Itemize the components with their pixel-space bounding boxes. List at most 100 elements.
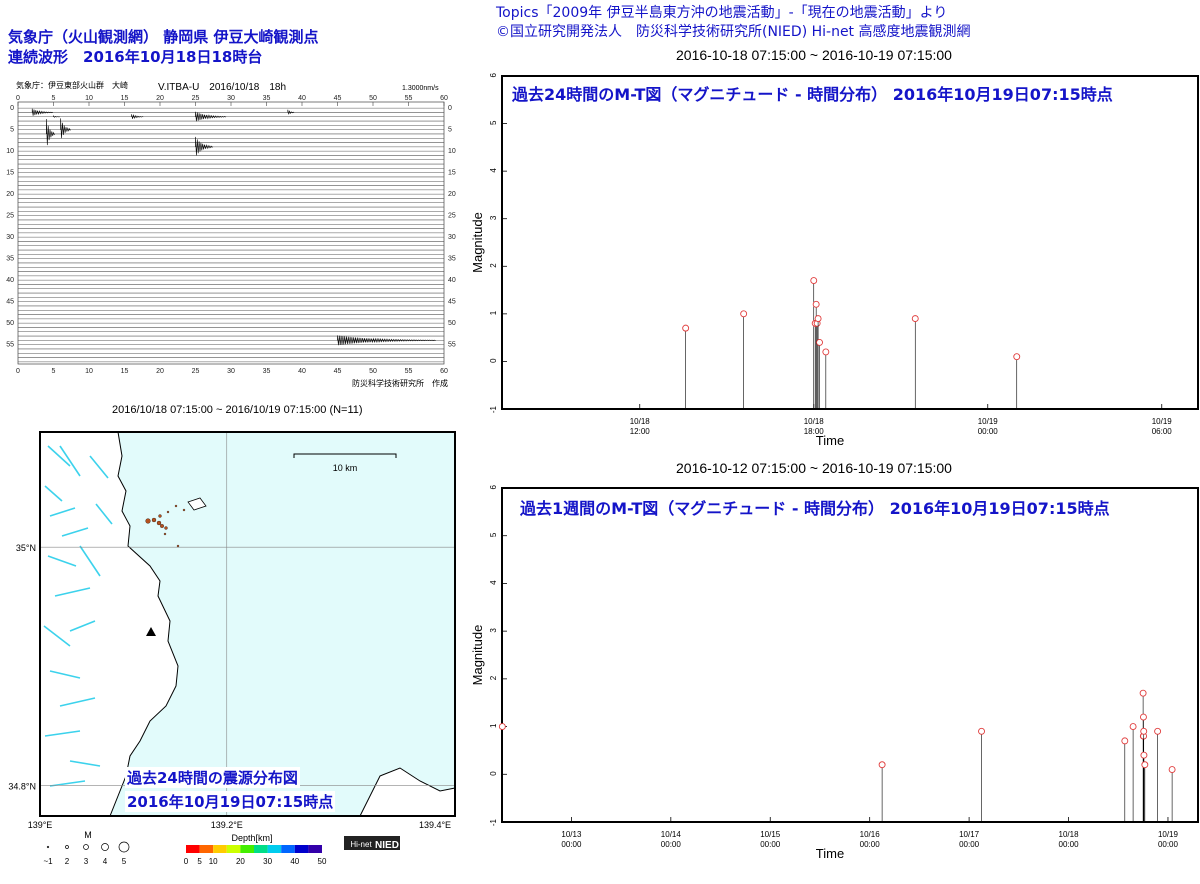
event-marker [1154, 727, 1162, 735]
row-tick-label: 30 [6, 234, 14, 241]
lat-label: 35°N [16, 543, 36, 553]
chart2-range: 2016-10-12 07:15:00 ~ 2016-10-19 07:15:0… [676, 460, 952, 476]
fault-line [69, 620, 96, 632]
lon-label: 139.4°E [419, 820, 451, 830]
depth-color-swatch [267, 845, 282, 853]
minute-tick-label: 25 [192, 95, 200, 102]
topics-title: Topics「2009年 伊豆半島東方沖の地震活動」-「現在の地震活動」より [496, 5, 948, 21]
row-tick-label-right: 20 [448, 191, 456, 198]
depth-color-swatch [308, 845, 322, 853]
mag-legend-label: 4 [103, 857, 108, 866]
epicenter [156, 520, 162, 526]
y-tick-label: 1 [489, 723, 498, 728]
row-tick-label: 40 [6, 277, 14, 284]
event-marker [1140, 727, 1148, 735]
x-tick-label-time: 00:00 [959, 840, 980, 849]
x-tick-label-date: 10/19 [1152, 417, 1173, 426]
scale-bar [293, 453, 397, 458]
epicenter [158, 514, 162, 518]
row-tick-label-right: 50 [448, 320, 456, 327]
seismogram-traces [18, 107, 444, 363]
y-tick-label: 0 [489, 771, 498, 776]
fault-line [61, 527, 89, 537]
y-tick-label: -1 [489, 818, 498, 826]
depth-color-swatch [294, 845, 309, 853]
seismogram-station: 気象庁：伊豆東部火山群 大崎 [16, 81, 128, 90]
depth-legend-label: 10 [209, 857, 218, 866]
x-tick-label-date: 10/18 [1059, 830, 1080, 839]
chart1-range: 2016-10-18 07:15:00 ~ 2016-10-19 07:15:0… [676, 47, 952, 63]
depth-legend-label: 20 [236, 857, 245, 866]
epicenter [174, 504, 178, 508]
event-marker [1013, 353, 1021, 361]
minute-tick-label-bottom: 25 [192, 368, 200, 375]
scale-label: 10 km [333, 463, 358, 473]
epicenter [145, 518, 151, 524]
mag-legend-label: 5 [122, 857, 127, 866]
row-tick-label-right: 10 [448, 148, 456, 155]
map-overlay-date: 2016年10月19日07:15時点 [125, 791, 336, 812]
trace-event [131, 113, 144, 119]
x-tick-label-time: 00:00 [860, 840, 881, 849]
fault-line [44, 730, 81, 737]
mag-legend-circle [46, 845, 50, 849]
row-tick-label-right: 15 [448, 170, 456, 177]
row-tick-label-right: 35 [448, 256, 456, 263]
plot-frame [501, 75, 1199, 410]
row-tick-label-right: 55 [448, 342, 456, 349]
minute-tick-label: 30 [227, 95, 235, 102]
x-tick-label-time: 18:00 [804, 427, 825, 436]
depth-legend-label: 5 [197, 857, 202, 866]
event-marker [812, 300, 820, 308]
mag-legend-circle [83, 844, 89, 850]
minute-tick-label: 50 [369, 95, 377, 102]
depth-color-swatch [254, 845, 268, 853]
trace-event [60, 118, 71, 139]
mag-legend-circle [65, 845, 69, 849]
seismogram-footer: 防災科学技術研究所 作成 [352, 379, 448, 388]
y-tick-label: 1 [489, 310, 498, 315]
event-marker [1121, 737, 1129, 745]
station-title: 気象庁（火山観測網） 静岡県 伊豆大崎観測点 [8, 28, 319, 46]
x-tick-label-time: 00:00 [561, 840, 582, 849]
fault-line [59, 445, 81, 477]
x-tick-label-date: 10/14 [661, 830, 682, 839]
x-tick-label-time: 12:00 [630, 427, 651, 436]
lon-label: 139.2°E [211, 820, 243, 830]
map-frame [39, 431, 456, 817]
mag-legend-label: ~1 [43, 857, 53, 866]
event-marker [1140, 751, 1148, 759]
epicenter-map: 35°N 34.8°N 139°E 139.2°E 139.4°E 10 km M ~1 2 3 4… [8, 431, 456, 866]
epicenter [151, 517, 157, 523]
row-tick-label: 25 [6, 213, 14, 220]
y-tick-label: 5 [489, 532, 498, 537]
y-tick-label: 3 [489, 215, 498, 220]
x-tick-label-date: 10/15 [760, 830, 781, 839]
x-tick-label-time: 06:00 [1152, 427, 1173, 436]
fault-line [47, 555, 77, 567]
seismogram-plot: 0055101015152020252530303535404045455050… [6, 95, 456, 375]
row-tick-label-right: 30 [448, 234, 456, 241]
row-tick-label: 10 [6, 148, 14, 155]
minute-tick-label-bottom: 35 [263, 368, 271, 375]
depth-legend-label: 30 [263, 857, 272, 866]
epicenter [163, 532, 167, 536]
seismogram-scale: 1.3000nm/s [402, 85, 439, 92]
y-tick-label: 2 [489, 675, 498, 680]
mag-legend-circle [101, 843, 109, 851]
depth-legend-label: 40 [290, 857, 299, 866]
row-tick-label: 55 [6, 342, 14, 349]
nied-credit: ©国立研究開発法人 防災科学技術研究所(NIED) Hi-net 高感度地震観測… [496, 24, 971, 40]
waveform-title: 連続波形 2016年10月18日18時台 [8, 48, 263, 66]
event-marker [814, 315, 822, 323]
y-tick-label: 4 [489, 580, 498, 585]
minute-tick-label: 55 [405, 95, 413, 102]
y-tick-label: 6 [489, 484, 498, 489]
epicenter [182, 508, 186, 512]
y-axis-label: Magnitude [470, 625, 485, 686]
trace-event [337, 335, 436, 346]
event-marker [1168, 766, 1176, 773]
trace-event [31, 108, 54, 116]
trace-event [46, 118, 55, 146]
trace-event [195, 136, 213, 156]
